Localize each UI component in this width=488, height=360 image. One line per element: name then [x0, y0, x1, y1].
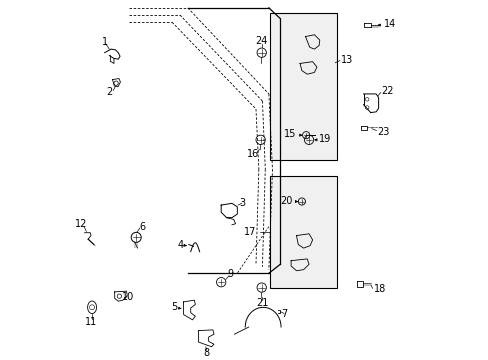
Text: 12: 12: [75, 219, 87, 229]
Text: 21: 21: [256, 298, 268, 308]
Text: 1: 1: [102, 37, 107, 47]
Text: 22: 22: [381, 86, 393, 96]
Bar: [270, 13, 336, 160]
Text: 11: 11: [85, 317, 97, 327]
Text: 2: 2: [106, 87, 113, 97]
Text: 19: 19: [319, 134, 331, 144]
Text: 16: 16: [246, 149, 258, 159]
Text: 8: 8: [203, 348, 209, 358]
Text: 18: 18: [373, 284, 385, 294]
Text: 6: 6: [139, 222, 145, 232]
Text: 4: 4: [177, 240, 183, 250]
Text: 23: 23: [376, 127, 389, 136]
Bar: [270, 176, 336, 288]
Text: 24: 24: [254, 36, 266, 46]
Text: 14: 14: [383, 19, 395, 30]
Text: 9: 9: [226, 269, 233, 279]
Text: 7: 7: [281, 310, 287, 319]
Text: 20: 20: [280, 196, 292, 206]
Text: 17: 17: [244, 227, 256, 237]
Text: 13: 13: [340, 55, 352, 65]
Text: 10: 10: [122, 292, 134, 302]
Text: 15: 15: [283, 130, 296, 139]
Text: 3: 3: [239, 198, 245, 208]
Text: 5: 5: [171, 302, 177, 312]
